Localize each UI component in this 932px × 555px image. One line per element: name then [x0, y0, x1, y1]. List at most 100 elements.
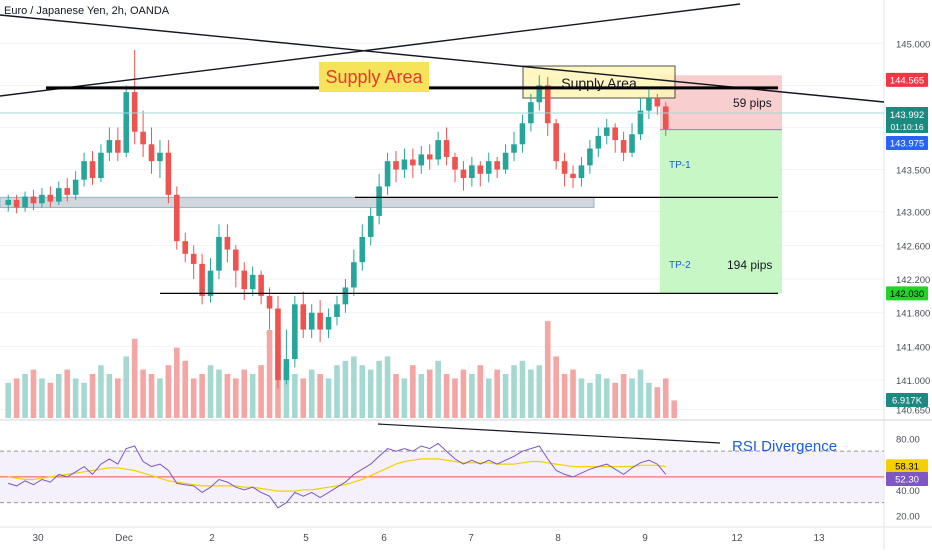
rsi-line: [8, 442, 667, 509]
tp2-label: TP-2: [669, 260, 691, 271]
tp2-price-tag: 142.030: [890, 289, 924, 300]
volume-bar: [190, 378, 197, 418]
candle-body: [165, 152, 172, 195]
volume-bar: [376, 360, 382, 418]
volume-bar: [123, 356, 130, 418]
candle-body: [351, 262, 357, 288]
candle-body: [199, 263, 205, 296]
candle-body: [47, 194, 54, 202]
candle-body: [207, 270, 214, 296]
volume-bar: [351, 356, 357, 418]
candle-body: [106, 140, 113, 153]
candle-body: [477, 165, 484, 174]
candle-body: [55, 188, 62, 202]
volume-bar: [140, 369, 146, 418]
candle-body: [131, 92, 138, 132]
rising-trendline: [0, 3, 741, 97]
volume-bar: [148, 374, 155, 418]
volume-tag-bg: [886, 393, 928, 407]
candle-body: [662, 106, 669, 130]
candle-body: [258, 274, 264, 296]
volume-bar: [89, 374, 96, 418]
candle-body: [81, 161, 87, 180]
volume-bar: [435, 360, 441, 418]
volume-bar: [30, 369, 37, 418]
rsi-value-tag-bg: [886, 471, 928, 486]
candle-body: [182, 241, 189, 254]
candle-body: [30, 196, 37, 204]
rsi-ma-line: [8, 458, 666, 492]
rsi-tick-label: 20.00: [896, 512, 920, 523]
volume-bar: [426, 369, 433, 418]
candle-body: [561, 161, 568, 174]
rsi-ma-tag: 58.31: [895, 462, 919, 473]
volume-bar: [452, 378, 458, 418]
volume-bar: [536, 365, 543, 418]
volume-bar: [367, 369, 374, 418]
candle-body: [410, 159, 416, 166]
candle-body: [249, 274, 256, 290]
volume-bar: [511, 365, 517, 418]
price-tick-label: 140.650: [896, 406, 930, 417]
volume-bar: [603, 378, 610, 418]
rsi-tick-label: 40.00: [896, 486, 920, 497]
candle-body: [39, 194, 45, 204]
time-tick-label: 7: [468, 533, 474, 544]
trade-boxes[interactable]: [522, 65, 782, 294]
volume-bar: [317, 374, 323, 418]
volume-bar: [174, 347, 180, 418]
volume-bar: [13, 378, 20, 418]
candle-body: [418, 154, 425, 166]
candle-body: [578, 165, 585, 178]
volume-bar: [292, 374, 298, 418]
volume-bar: [494, 369, 500, 418]
candle-body: [426, 154, 433, 160]
candle-body: [115, 140, 121, 153]
candle-body: [174, 194, 180, 242]
price-tick-label: 143.500: [896, 166, 930, 177]
time-tick-label: 13: [813, 533, 825, 544]
tp2-price-tag-bg: [886, 286, 928, 301]
price-tick-label: 141.800: [896, 309, 930, 320]
candle-body: [334, 304, 340, 317]
volume-bar: [64, 369, 71, 418]
support-zone-box: [0, 196, 595, 208]
volume-bar: [266, 330, 273, 418]
tp1-label: TP-1: [669, 160, 691, 171]
candle-body: [612, 127, 618, 141]
volume-bar: [207, 365, 214, 418]
volume-bar: [308, 369, 315, 418]
volume-bar: [98, 365, 104, 418]
price-tick-label: 145.000: [896, 39, 930, 50]
candle-body: [317, 312, 323, 330]
candle-body: [283, 359, 290, 381]
volume-bar: [233, 378, 239, 418]
candle-body: [376, 186, 382, 216]
volume-bar: [587, 382, 593, 418]
rsi-divergence-line: [377, 423, 721, 444]
candle-body: [216, 236, 222, 271]
volume-bar: [106, 374, 113, 418]
volume-bar: [182, 360, 189, 418]
candle-body: [22, 196, 28, 208]
volume-bar: [325, 378, 332, 418]
volume-bar: [637, 369, 644, 418]
candle-body: [637, 110, 644, 135]
volume-bar: [216, 369, 222, 418]
volume-bars: [5, 321, 677, 418]
candle-body: [190, 253, 197, 264]
volume-bar: [157, 378, 163, 418]
volume-bar: [519, 360, 526, 418]
volume-bar: [485, 378, 492, 418]
price-tick-label: 142.600: [896, 241, 930, 252]
volume-bar: [199, 374, 205, 418]
volume-bar: [612, 382, 618, 418]
volume-bar: [22, 374, 28, 418]
price-tick-label: 141.400: [896, 342, 930, 353]
rsi-value-tag: 52.30: [895, 474, 919, 485]
volume-bar: [241, 369, 248, 418]
pips-top-label: 59 pips: [733, 96, 772, 110]
current-price-tag-bg: [886, 107, 928, 133]
